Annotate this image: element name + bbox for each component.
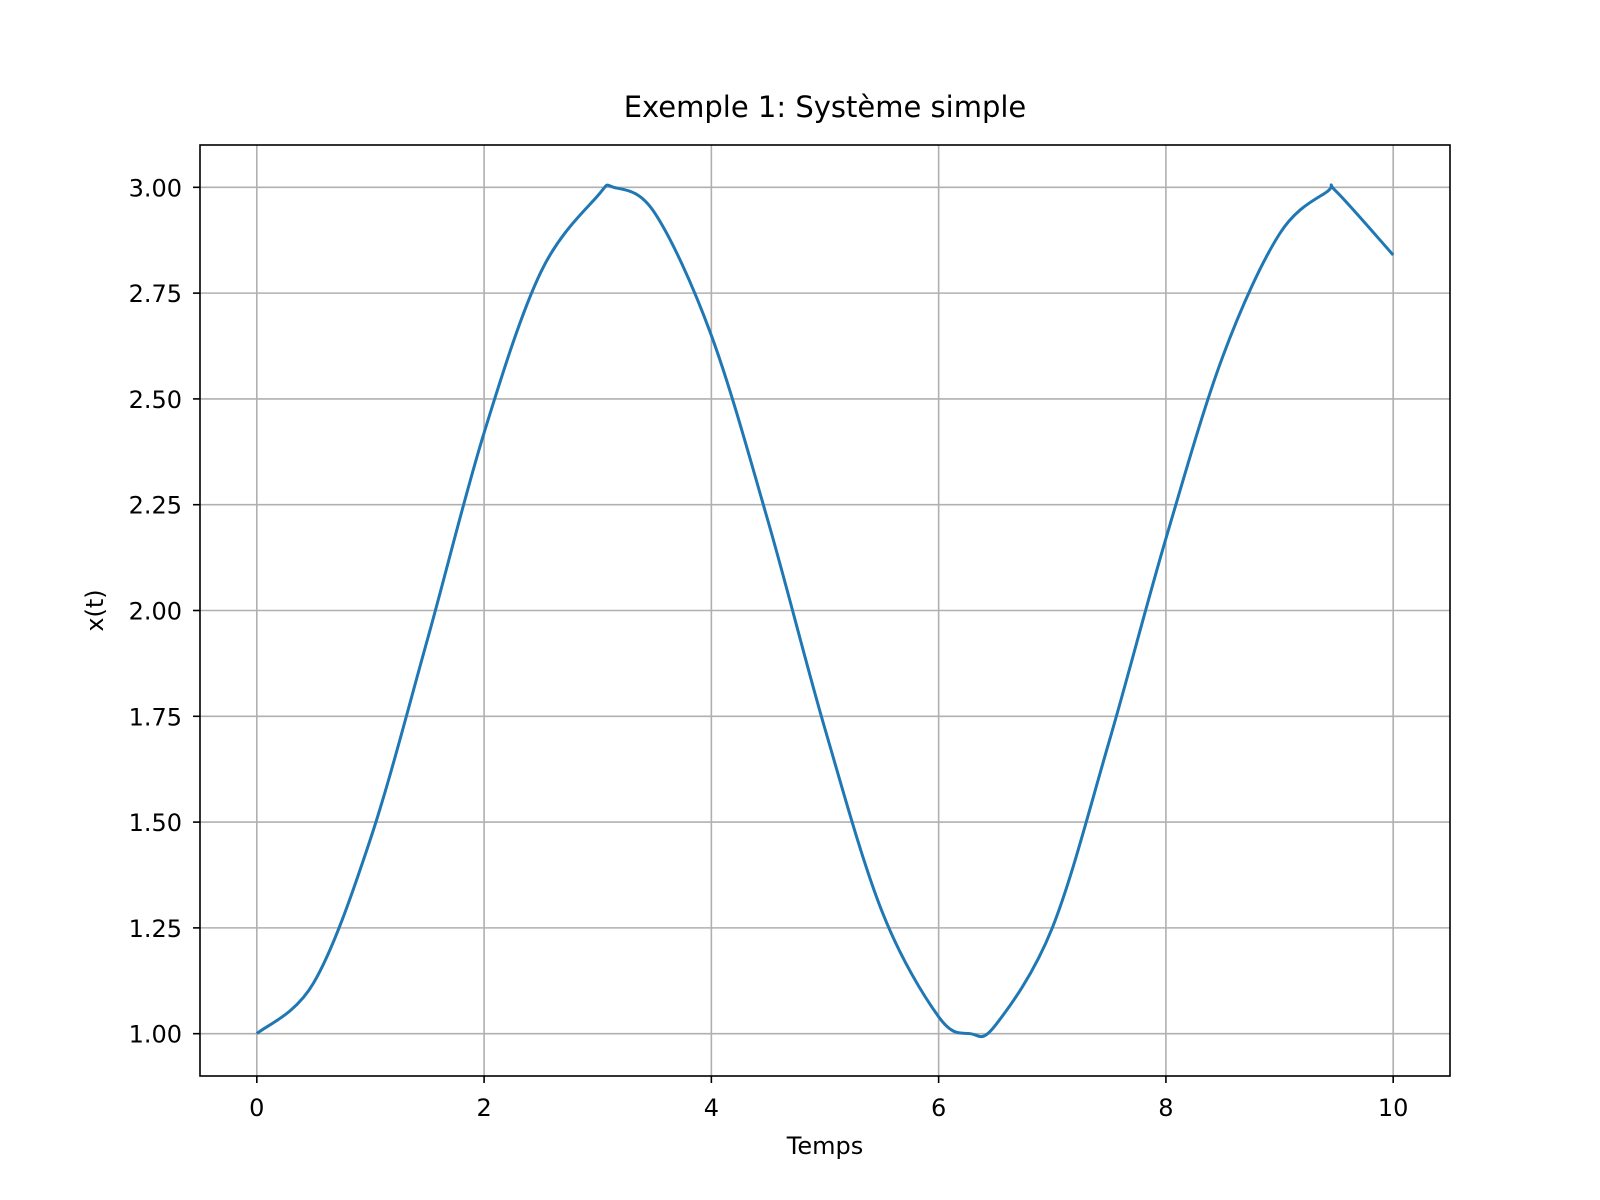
y-tick-label: 2.50 [129,386,182,414]
x-tick-label: 6 [931,1094,946,1122]
y-tick-label: 2.25 [129,492,182,520]
y-tick-label: 3.00 [129,174,182,202]
y-tick-label: 1.00 [129,1021,182,1049]
y-tick-label: 1.50 [129,809,182,837]
y-tick-label: 2.00 [129,598,182,626]
series-line [255,183,1395,1039]
grid [200,145,1450,1076]
x-tick-label: 4 [704,1094,719,1122]
x-axis-title: Temps [786,1132,863,1160]
x-tick-label: 8 [1158,1094,1173,1122]
y-tick-label: 1.25 [129,915,182,943]
x-tick-label: 0 [249,1094,264,1122]
x-tick-label: 2 [476,1094,491,1122]
y-tick-label: 2.75 [129,280,182,308]
y-axis-title: x(t) [81,589,109,631]
series-layer [255,183,1395,1039]
ticks: 0 2 4 6 8 10 1.00 1.25 1.50 1.75 2.00 2.25 2.50 2.75 3… [129,174,1409,1122]
y-tick-label: 1.75 [129,703,182,731]
chart-title: Exemple 1: Système simple [624,90,1027,124]
x-tick-label: 10 [1378,1094,1409,1122]
